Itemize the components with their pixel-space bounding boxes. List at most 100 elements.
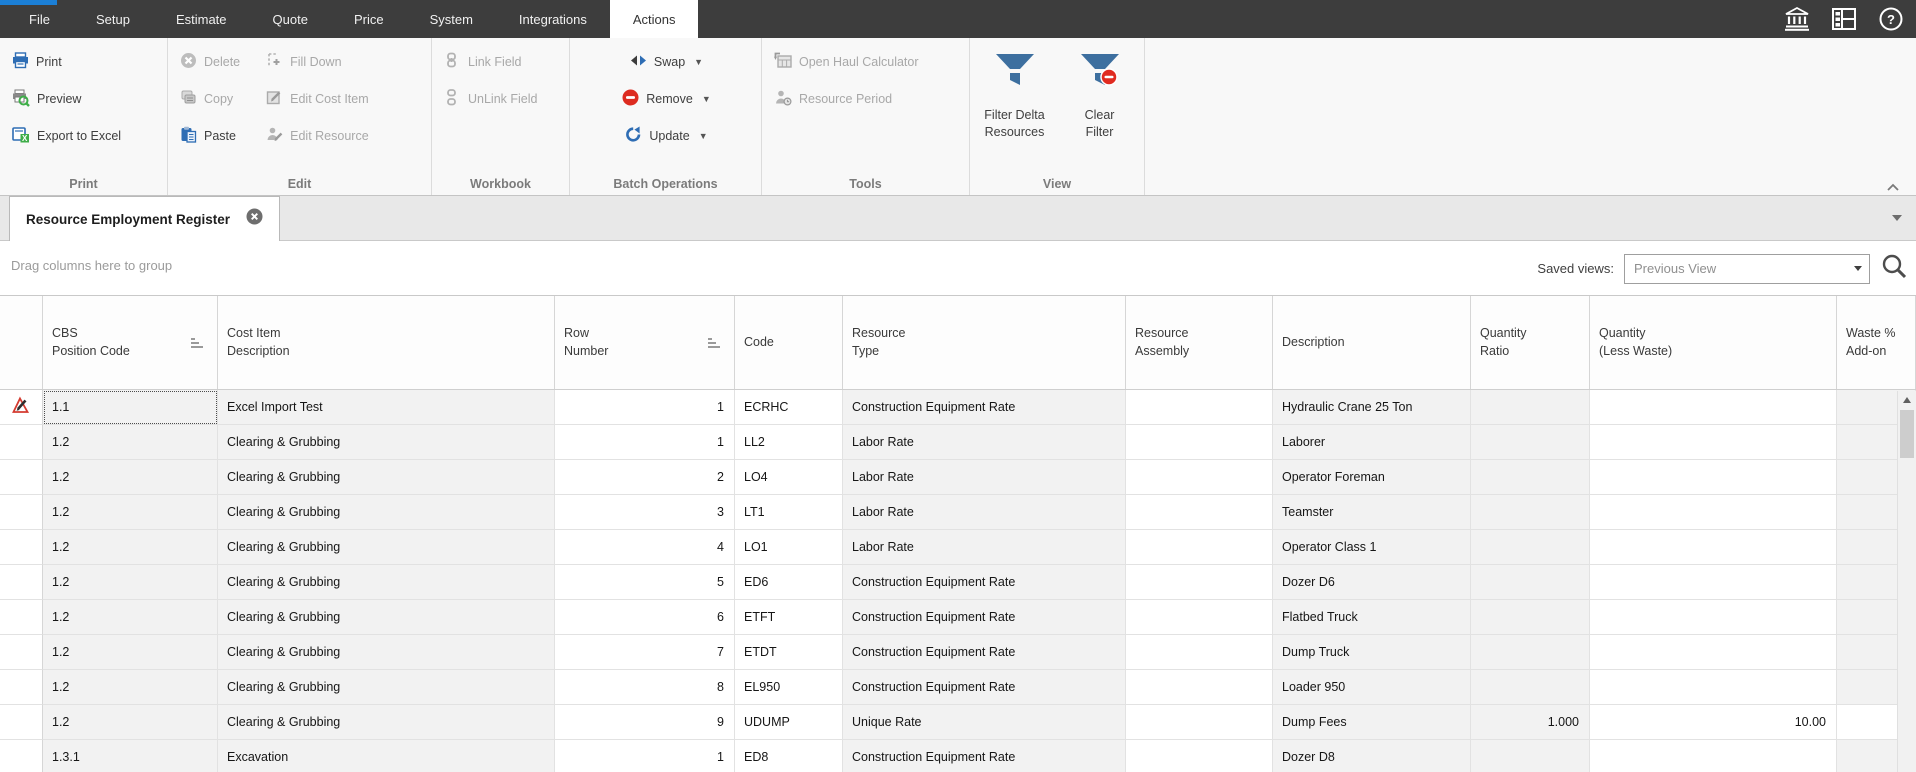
cell-resource-type[interactable]: Construction Equipment Rate bbox=[843, 565, 1126, 600]
open-haul-calculator-button[interactable]: Open Haul Calculator bbox=[774, 52, 959, 72]
row-indicator-cell[interactable] bbox=[0, 705, 43, 740]
cell-description[interactable]: Operator Foreman bbox=[1273, 460, 1471, 495]
cell-code[interactable]: EL950 bbox=[735, 670, 843, 705]
cell-cost-item[interactable]: Clearing & Grubbing bbox=[218, 495, 555, 530]
help-icon[interactable]: ? bbox=[1878, 6, 1904, 32]
cell-cbs[interactable]: 1.3.1 bbox=[43, 740, 218, 772]
cell-cbs[interactable]: 1.2 bbox=[43, 495, 218, 530]
cell-resource-type[interactable]: Labor Rate bbox=[843, 495, 1126, 530]
row-indicator-cell[interactable] bbox=[0, 530, 43, 565]
cell-qty-less-waste[interactable]: 10.00 bbox=[1590, 705, 1837, 740]
cell-row-number[interactable]: 8 bbox=[555, 670, 735, 705]
cell-description[interactable]: Dump Fees bbox=[1273, 705, 1471, 740]
cell-description[interactable]: Laborer bbox=[1273, 425, 1471, 460]
cell-description[interactable]: Flatbed Truck bbox=[1273, 600, 1471, 635]
cell-qty-less-waste[interactable] bbox=[1590, 740, 1837, 772]
cell-row-number[interactable]: 9 bbox=[555, 705, 735, 740]
print-button[interactable]: Print bbox=[12, 52, 157, 72]
cell-qty-less-waste[interactable] bbox=[1590, 425, 1837, 460]
row-indicator-cell[interactable] bbox=[0, 390, 43, 425]
row-indicator-cell[interactable] bbox=[0, 565, 43, 600]
cell-row-number[interactable]: 5 bbox=[555, 565, 735, 600]
vertical-scrollbar[interactable] bbox=[1897, 391, 1916, 772]
column-header-cost-item[interactable]: Cost Item Description bbox=[218, 296, 555, 389]
row-indicator-cell[interactable] bbox=[0, 670, 43, 705]
layout-grid-icon[interactable] bbox=[1831, 6, 1857, 32]
cell-row-number[interactable]: 6 bbox=[555, 600, 735, 635]
cell-description[interactable]: Loader 950 bbox=[1273, 670, 1471, 705]
menu-item-price[interactable]: Price bbox=[353, 11, 384, 27]
cell-code[interactable]: LO4 bbox=[735, 460, 843, 495]
column-header-qty-ratio[interactable]: Quantity Ratio bbox=[1471, 296, 1590, 389]
cell-resource-assembly[interactable] bbox=[1126, 705, 1273, 740]
cell-cbs[interactable]: 1.1 bbox=[43, 390, 218, 425]
cell-resource-assembly[interactable] bbox=[1126, 740, 1273, 772]
cell-resource-assembly[interactable] bbox=[1126, 460, 1273, 495]
menu-item-setup[interactable]: Setup bbox=[95, 11, 130, 27]
cell-description[interactable]: Teamster bbox=[1273, 495, 1471, 530]
cell-code[interactable]: ECRHC bbox=[735, 390, 843, 425]
cell-row-number[interactable]: 1 bbox=[555, 425, 735, 460]
cell-qty-less-waste[interactable] bbox=[1590, 635, 1837, 670]
cell-cbs[interactable]: 1.2 bbox=[43, 460, 218, 495]
cell-cost-item[interactable]: Excavation bbox=[218, 740, 555, 772]
edit-resource-button[interactable]: Edit Resource bbox=[266, 126, 369, 146]
cell-cbs[interactable]: 1.2 bbox=[43, 670, 218, 705]
row-indicator-cell[interactable] bbox=[0, 495, 43, 530]
cell-description[interactable]: Dozer D6 bbox=[1273, 565, 1471, 600]
cell-resource-type[interactable]: Labor Rate bbox=[843, 460, 1126, 495]
cell-qty-ratio[interactable] bbox=[1471, 565, 1590, 600]
cell-cost-item[interactable]: Clearing & Grubbing bbox=[218, 565, 555, 600]
resource-period-button[interactable]: Resource Period bbox=[774, 89, 959, 109]
saved-views-combobox[interactable]: Previous View bbox=[1624, 253, 1870, 284]
cell-cost-item[interactable]: Clearing & Grubbing bbox=[218, 460, 555, 495]
cell-cost-item[interactable]: Clearing & Grubbing bbox=[218, 705, 555, 740]
cell-resource-type[interactable]: Unique Rate bbox=[843, 705, 1126, 740]
cell-resource-type[interactable]: Construction Equipment Rate bbox=[843, 740, 1126, 772]
cell-resource-type[interactable]: Labor Rate bbox=[843, 425, 1126, 460]
cell-cbs[interactable]: 1.2 bbox=[43, 600, 218, 635]
menu-item-quote[interactable]: Quote bbox=[272, 11, 308, 27]
cell-row-number[interactable]: 7 bbox=[555, 635, 735, 670]
cell-code[interactable]: ED6 bbox=[735, 565, 843, 600]
cell-cost-item[interactable]: Excel Import Test bbox=[218, 390, 555, 425]
row-indicator-cell[interactable] bbox=[0, 635, 43, 670]
tabstrip-dropdown-icon[interactable] bbox=[1892, 215, 1902, 221]
cell-resource-assembly[interactable] bbox=[1126, 635, 1273, 670]
cell-cost-item[interactable]: Clearing & Grubbing bbox=[218, 530, 555, 565]
cell-qty-ratio[interactable] bbox=[1471, 670, 1590, 705]
cell-qty-ratio[interactable] bbox=[1471, 635, 1590, 670]
cell-qty-ratio[interactable] bbox=[1471, 495, 1590, 530]
row-indicator-cell[interactable] bbox=[0, 740, 43, 772]
search-icon[interactable] bbox=[1880, 252, 1908, 285]
row-indicator-cell[interactable] bbox=[0, 460, 43, 495]
cell-code[interactable]: UDUMP bbox=[735, 705, 843, 740]
row-indicator-cell[interactable] bbox=[0, 600, 43, 635]
cell-qty-less-waste[interactable] bbox=[1590, 460, 1837, 495]
cell-resource-assembly[interactable] bbox=[1126, 390, 1273, 425]
cell-row-number[interactable]: 1 bbox=[555, 740, 735, 772]
filter-delta-resources-button[interactable]: Filter Delta Resources bbox=[974, 50, 1055, 141]
cell-resource-type[interactable]: Construction Equipment Rate bbox=[843, 390, 1126, 425]
menu-item-actions[interactable]: Actions bbox=[609, 0, 699, 38]
cell-code[interactable]: ETDT bbox=[735, 635, 843, 670]
cell-cost-item[interactable]: Clearing & Grubbing bbox=[218, 600, 555, 635]
delete-button[interactable]: Delete bbox=[180, 52, 240, 72]
update-button[interactable]: Update ▼ bbox=[625, 126, 708, 146]
clear-filter-button[interactable]: Clear Filter bbox=[1059, 50, 1140, 141]
export-to-excel-button[interactable]: X Export to Excel bbox=[12, 126, 157, 146]
cell-cost-item[interactable]: Clearing & Grubbing bbox=[218, 670, 555, 705]
fill-down-button[interactable]: Fill Down bbox=[266, 52, 369, 72]
cell-qty-less-waste[interactable] bbox=[1590, 600, 1837, 635]
cell-cost-item[interactable]: Clearing & Grubbing bbox=[218, 425, 555, 460]
cell-qty-less-waste[interactable] bbox=[1590, 390, 1837, 425]
cell-row-number[interactable]: 1 bbox=[555, 390, 735, 425]
cell-resource-assembly[interactable] bbox=[1126, 565, 1273, 600]
cell-qty-less-waste[interactable] bbox=[1590, 565, 1837, 600]
cell-description[interactable]: Operator Class 1 bbox=[1273, 530, 1471, 565]
menu-item-file[interactable]: File bbox=[29, 11, 50, 27]
cell-row-number[interactable]: 2 bbox=[555, 460, 735, 495]
edit-cost-item-button[interactable]: Edit Cost Item bbox=[266, 89, 369, 109]
cell-description[interactable]: Dozer D8 bbox=[1273, 740, 1471, 772]
cell-code[interactable]: ED8 bbox=[735, 740, 843, 772]
